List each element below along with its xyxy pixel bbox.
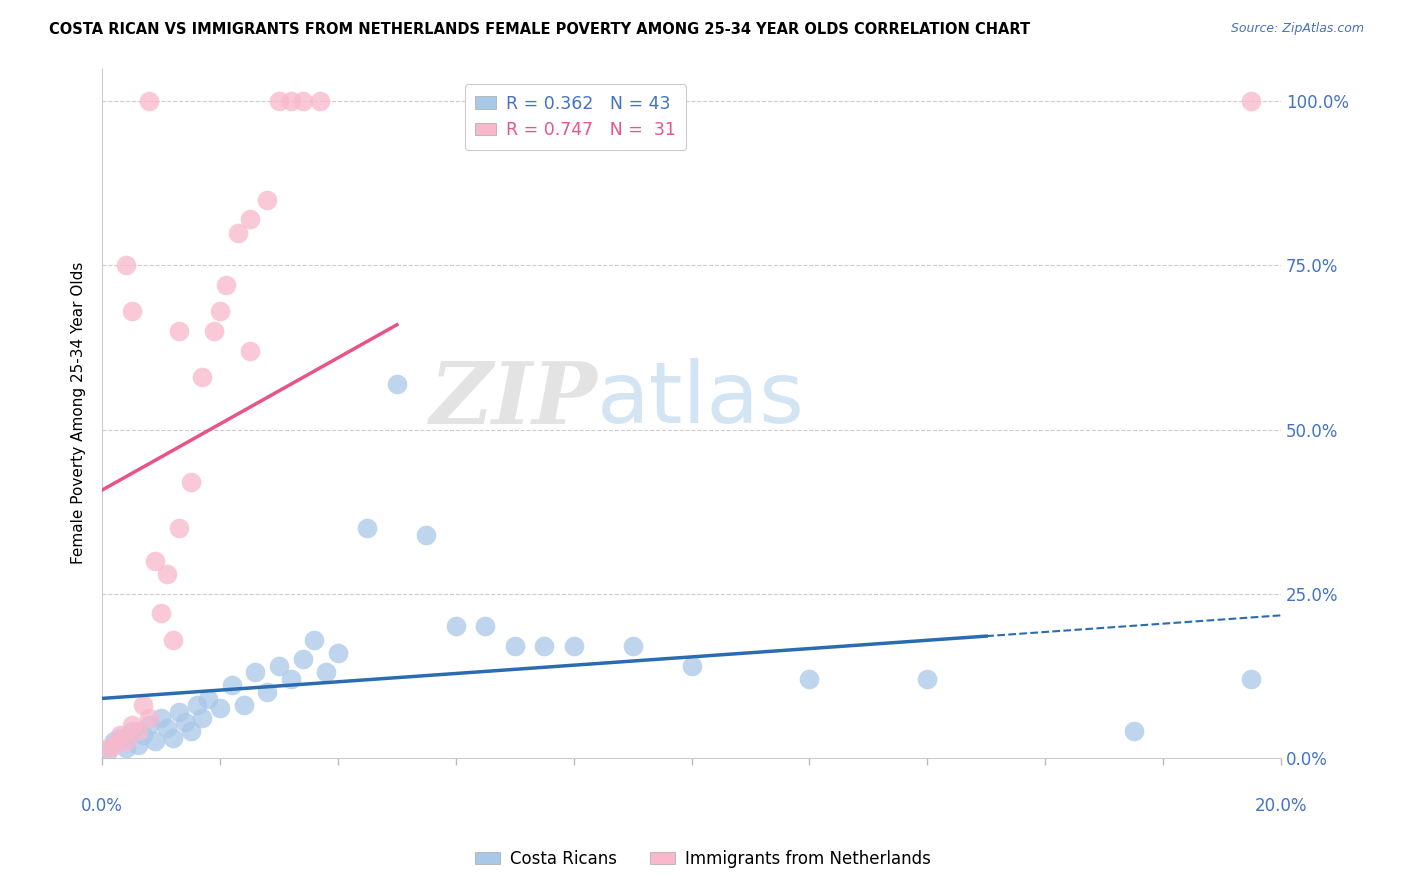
- Point: [215, 278, 238, 293]
- Point: [326, 646, 349, 660]
- Point: [121, 724, 143, 739]
- Point: [167, 705, 190, 719]
- Point: [162, 632, 184, 647]
- Point: [108, 731, 131, 745]
- Point: [138, 711, 160, 725]
- Point: [127, 738, 149, 752]
- Point: [121, 718, 143, 732]
- Point: [221, 678, 243, 692]
- Point: [245, 665, 267, 680]
- Point: [1240, 672, 1263, 686]
- Point: [238, 212, 260, 227]
- Point: [291, 652, 314, 666]
- Point: [280, 95, 302, 109]
- Point: [209, 701, 232, 715]
- Text: atlas: atlas: [598, 358, 806, 441]
- Point: [162, 731, 184, 745]
- Point: [621, 639, 644, 653]
- Point: [1122, 724, 1144, 739]
- Point: [280, 672, 302, 686]
- Point: [180, 724, 202, 739]
- Point: [291, 95, 314, 109]
- Point: [226, 226, 249, 240]
- Point: [415, 527, 437, 541]
- Text: Source: ZipAtlas.com: Source: ZipAtlas.com: [1230, 22, 1364, 36]
- Text: 20.0%: 20.0%: [1254, 797, 1308, 814]
- Text: ZIP: ZIP: [429, 358, 598, 441]
- Point: [799, 672, 821, 686]
- Point: [143, 554, 166, 568]
- Legend: Costa Ricans, Immigrants from Netherlands: Costa Ricans, Immigrants from Netherland…: [468, 844, 938, 875]
- Point: [917, 672, 939, 686]
- Point: [202, 324, 225, 338]
- Point: [114, 740, 136, 755]
- Point: [356, 521, 378, 535]
- Point: [385, 376, 408, 391]
- Point: [197, 691, 219, 706]
- Point: [97, 744, 120, 758]
- Point: [681, 658, 703, 673]
- Point: [503, 639, 526, 653]
- Point: [474, 619, 496, 633]
- Point: [156, 566, 179, 581]
- Point: [209, 304, 232, 318]
- Point: [114, 259, 136, 273]
- Point: [191, 370, 214, 384]
- Point: [97, 740, 120, 755]
- Point: [533, 639, 555, 653]
- Point: [103, 738, 125, 752]
- Point: [114, 734, 136, 748]
- Point: [562, 639, 585, 653]
- Point: [304, 632, 326, 647]
- Point: [150, 711, 173, 725]
- Point: [256, 685, 278, 699]
- Point: [267, 95, 290, 109]
- Point: [103, 734, 125, 748]
- Point: [173, 714, 195, 729]
- Point: [156, 721, 179, 735]
- Text: COSTA RICAN VS IMMIGRANTS FROM NETHERLANDS FEMALE POVERTY AMONG 25-34 YEAR OLDS : COSTA RICAN VS IMMIGRANTS FROM NETHERLAN…: [49, 22, 1031, 37]
- Point: [108, 728, 131, 742]
- Point: [127, 724, 149, 739]
- Point: [167, 324, 190, 338]
- Point: [143, 734, 166, 748]
- Point: [180, 475, 202, 489]
- Point: [267, 658, 290, 673]
- Text: 0.0%: 0.0%: [82, 797, 124, 814]
- Point: [444, 619, 467, 633]
- Point: [132, 698, 155, 713]
- Point: [150, 607, 173, 621]
- Point: [238, 343, 260, 358]
- Point: [186, 698, 208, 713]
- Point: [1240, 95, 1263, 109]
- Point: [167, 521, 190, 535]
- Legend: R = 0.362   N = 43, R = 0.747   N =  31: R = 0.362 N = 43, R = 0.747 N = 31: [464, 84, 686, 150]
- Point: [132, 728, 155, 742]
- Point: [191, 711, 214, 725]
- Point: [138, 718, 160, 732]
- Point: [121, 304, 143, 318]
- Point: [256, 193, 278, 207]
- Point: [309, 95, 332, 109]
- Point: [315, 665, 337, 680]
- Y-axis label: Female Poverty Among 25-34 Year Olds: Female Poverty Among 25-34 Year Olds: [72, 262, 86, 565]
- Point: [138, 95, 160, 109]
- Point: [232, 698, 254, 713]
